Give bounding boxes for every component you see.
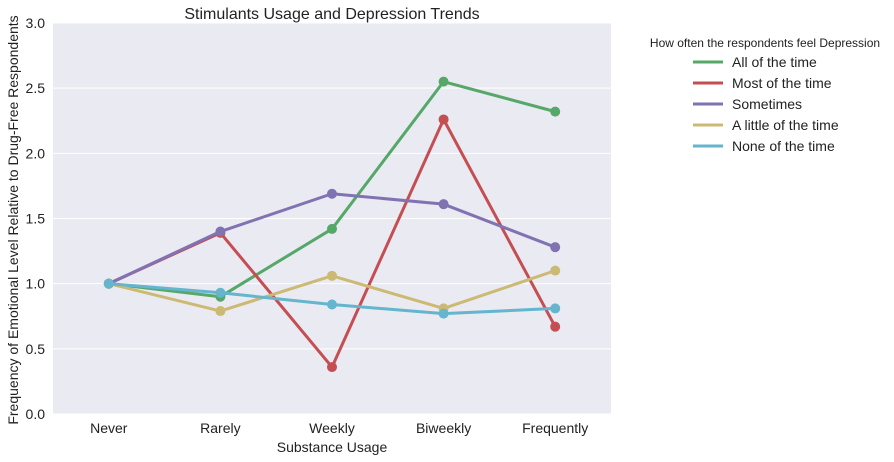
legend-item: A little of the time [693,117,839,133]
y-tick-label: 0.5 [26,341,46,357]
x-tick-label: Frequently [522,420,588,436]
y-tick-labels: 0.0 0.5 1.0 1.5 2.0 2.5 3.0 [26,15,46,422]
grid-lines [53,22,611,415]
data-point [550,265,561,276]
chart-title: Stimulants Usage and Depression Trends [184,6,479,23]
legend-label: Most of the time [732,75,832,91]
legend-items: All of the time Most of the time Sometimes… [693,54,839,154]
x-tick-label: Never [90,420,128,436]
series-4 [103,278,561,319]
legend-title: How often the respondents feel Depressio… [650,36,880,50]
data-point [327,223,337,234]
data-point [550,242,561,253]
x-tick-labels: Never Rarely Weekly Biweekly Frequently [90,420,588,436]
y-tick-label: 2.5 [26,80,46,96]
data-point [215,306,226,317]
data-point [550,321,561,332]
legend-item: Sometimes [693,96,802,112]
y-axis-label: Frequency of Emotional Level Relative to… [5,15,21,424]
data-point [438,308,449,319]
series-lines [103,76,561,373]
data-point [327,188,337,199]
y-tick-label: 0.0 [26,406,46,422]
data-point [215,226,226,237]
data-point [327,270,337,281]
x-tick-label: Biweekly [416,420,471,436]
legend-label: None of the time [732,138,835,154]
data-point [327,362,337,373]
legend-label: All of the time [732,54,817,70]
data-point [438,114,449,125]
data-point [438,199,449,210]
y-tick-label: 1.5 [26,211,46,227]
x-tick-label: Weekly [309,420,355,436]
y-tick-label: 2.0 [26,145,46,161]
data-point [550,106,561,117]
legend-item: None of the time [693,138,835,154]
legend-item: All of the time [693,54,817,70]
x-axis-label: Substance Usage [277,439,388,455]
data-point [215,287,226,298]
data-point [438,76,449,87]
legend: How often the respondents feel Depressio… [650,36,880,154]
legend-label: Sometimes [732,96,802,112]
y-tick-label: 3.0 [26,15,46,31]
legend-item: Most of the time [693,75,832,91]
y-tick-label: 1.0 [26,276,46,292]
data-point [103,278,114,289]
legend-label: A little of the time [732,117,839,133]
data-point [327,299,337,310]
data-point [550,303,561,314]
x-tick-label: Rarely [200,420,240,436]
